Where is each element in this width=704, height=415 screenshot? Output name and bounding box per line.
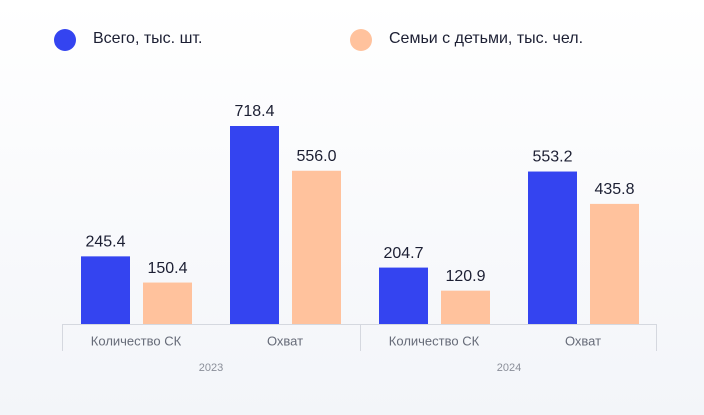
bar: [441, 290, 490, 324]
legend-marker: [350, 29, 372, 51]
value-label: 435.8: [594, 181, 634, 198]
value-label: 150.4: [147, 260, 187, 277]
group-label: 2023: [199, 362, 223, 374]
bar: [379, 267, 428, 324]
value-label: 245.4: [85, 234, 125, 251]
group-label: 2024: [497, 362, 521, 374]
legend-label: Семьи с детьми, тыс. чел.: [389, 30, 583, 47]
category-label: Количество СК: [91, 333, 182, 348]
bar: [81, 256, 130, 324]
category-label: Количество СК: [389, 333, 480, 348]
bar: [230, 126, 279, 324]
legend-marker: [54, 29, 76, 51]
category-label: Охват: [267, 333, 303, 348]
value-label: 718.4: [234, 103, 274, 120]
category-label: Охват: [565, 333, 601, 348]
bar: [590, 203, 639, 324]
bar: [292, 170, 341, 324]
value-label: 553.2: [532, 149, 572, 166]
value-label: 120.9: [445, 268, 485, 285]
bar: [528, 171, 577, 324]
value-label: 556.0: [296, 148, 336, 165]
bar: [143, 282, 192, 324]
legend-label: Всего, тыс. шт.: [93, 30, 202, 47]
value-label: 204.7: [383, 245, 423, 262]
